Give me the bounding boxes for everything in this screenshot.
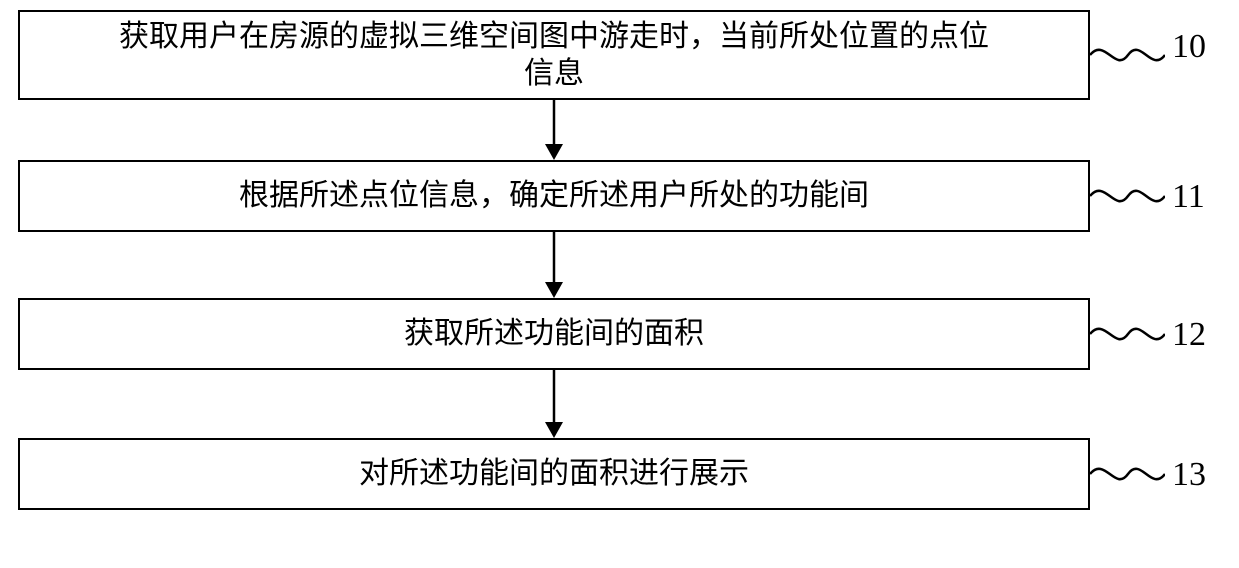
flow-step-11-text: 根据所述点位信息，确定所述用户所处的功能间 [239,177,869,215]
squiggle-12 [1090,314,1165,354]
flow-step-10-text: 获取用户在房源的虚拟三维空间图中游走时，当前所处位置的点位 信息 [119,18,989,93]
flow-step-10: 获取用户在房源的虚拟三维空间图中游走时，当前所处位置的点位 信息 [18,10,1090,100]
flow-label-11: 11 [1172,178,1205,216]
flow-step-12: 获取所述功能间的面积 [18,298,1090,370]
arrow-12-to-13 [540,370,568,438]
flow-step-12-text: 获取所述功能间的面积 [404,315,704,353]
flow-label-12: 12 [1172,316,1206,354]
flow-step-13: 对所述功能间的面积进行展示 [18,438,1090,510]
flow-label-13: 13 [1172,456,1206,494]
flow-step-11: 根据所述点位信息，确定所述用户所处的功能间 [18,160,1090,232]
arrow-11-to-12 [540,232,568,298]
squiggle-13 [1090,454,1165,494]
arrow-10-to-11 [540,100,568,160]
squiggle-10 [1090,35,1165,75]
flow-step-13-text: 对所述功能间的面积进行展示 [359,455,749,493]
flowchart-canvas: 获取用户在房源的虚拟三维空间图中游走时，当前所处位置的点位 信息 根据所述点位信… [0,0,1239,568]
flow-label-10: 10 [1172,28,1206,66]
squiggle-11 [1090,176,1165,216]
